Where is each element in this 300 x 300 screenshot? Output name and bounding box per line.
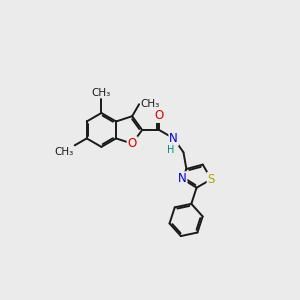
Text: S: S: [208, 173, 215, 186]
Text: O: O: [128, 137, 137, 150]
Text: O: O: [154, 109, 164, 122]
Text: N: N: [169, 132, 178, 145]
Text: H: H: [167, 145, 174, 155]
Text: N: N: [178, 172, 187, 185]
Text: CH₃: CH₃: [141, 99, 160, 109]
Text: CH₃: CH₃: [54, 147, 73, 157]
Text: CH₃: CH₃: [92, 88, 111, 98]
